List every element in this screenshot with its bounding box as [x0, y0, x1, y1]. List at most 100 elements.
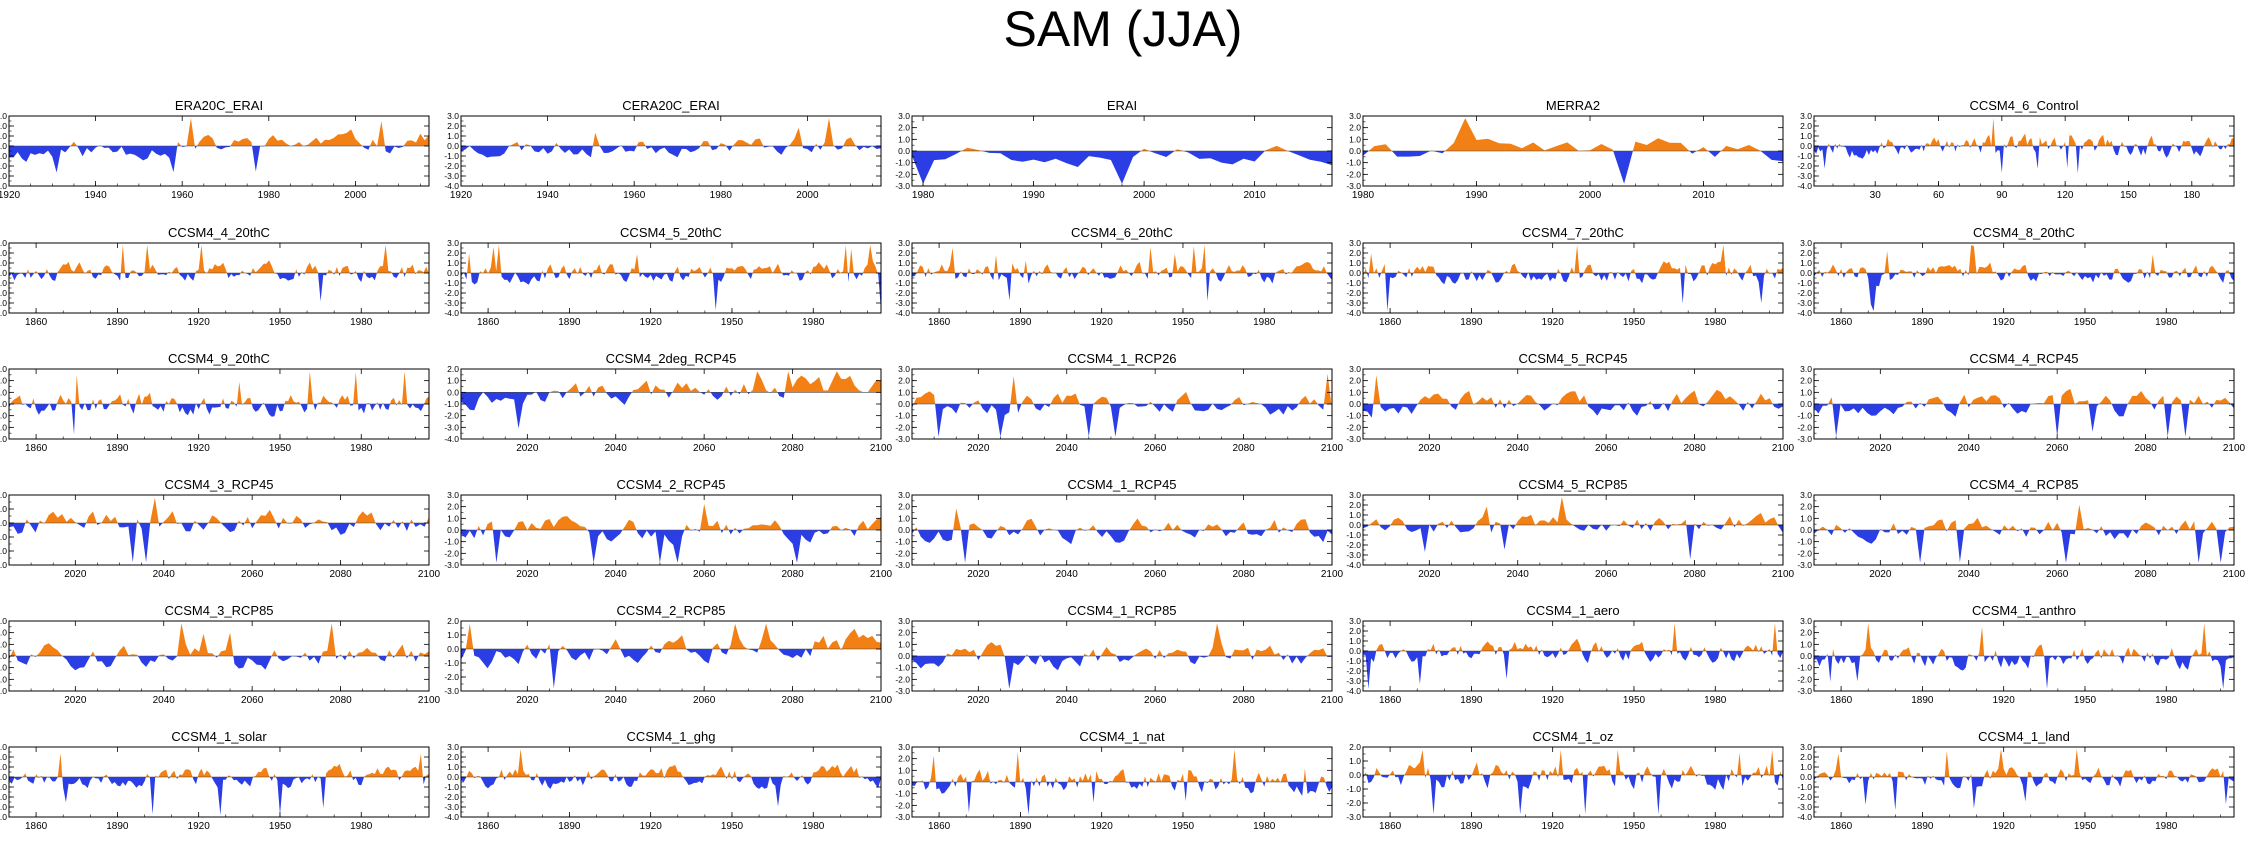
y-tick-label: 0.0	[447, 772, 459, 782]
y-tick-label: 2.0	[1800, 502, 1812, 512]
x-tick-label: 2080	[1683, 569, 1706, 580]
y-tick-label: 0.0	[1349, 146, 1361, 156]
panel-title: CCSM4_1_solar	[171, 729, 267, 744]
y-tick-label: 3.0	[898, 364, 910, 374]
x-tick-label: 2040	[605, 569, 628, 580]
panel-ccsm4-5-rcp85: CCSM4_5_RCP85 3.02.01.00.0-1.0-2.0-3.0-4.…	[1346, 477, 1794, 580]
y-tick-label: 1.0	[1349, 134, 1361, 144]
panel-title: CCSM4_1_nat	[1079, 729, 1165, 744]
x-tick-label: 2040	[1507, 569, 1530, 580]
negative-area	[912, 404, 1332, 437]
positive-area	[1814, 245, 2234, 273]
positive-area	[1814, 504, 2234, 530]
x-tick-label: 2100	[2223, 443, 2246, 454]
panel-title: CCSM4_1_RCP26	[1067, 351, 1176, 366]
y-tick-label: -2.0	[444, 411, 459, 421]
y-tick-label: 1.0	[0, 387, 7, 397]
y-tick-label: 0.0	[898, 777, 910, 787]
x-tick-label: 2020	[1418, 569, 1441, 580]
x-tick-label: 1950	[1172, 317, 1195, 328]
y-tick-label: 0.0	[1800, 268, 1812, 278]
y-tick-label: 3.0	[1349, 364, 1361, 374]
y-tick-label: 1.0	[898, 134, 910, 144]
x-tick-label: 1950	[2074, 821, 2097, 832]
y-tick-label: 0.0	[0, 772, 7, 782]
panel-ccsm4-1-rcp85: CCSM4_1_RCP85 3.0 2.01.0 0.0 -1.0-2.0 -3.0 202…	[895, 603, 1343, 706]
y-tick-label: 0.0	[1349, 520, 1361, 530]
panel-ccsm4-5-rcp45: CCSM4_5_RCP45 3.0 2.01.0 0.0 -1.0-2.0 -3.0 202…	[1346, 351, 1794, 454]
positive-area	[1814, 623, 2234, 656]
x-tick-label: 1940	[536, 190, 559, 201]
x-tick-label: 1980	[802, 317, 825, 328]
y-tick-label: 3.0	[447, 111, 459, 121]
panel-title: CCSM4_6_20thC	[1071, 225, 1173, 240]
y-tick-label: -2.0	[0, 546, 7, 556]
x-tick-label: 2020	[967, 569, 990, 580]
positive-area	[9, 245, 429, 273]
x-tick-label: 2100	[1321, 695, 1344, 706]
negative-area	[1363, 273, 1783, 311]
x-tick-label: 2060	[693, 695, 716, 706]
y-tick-label: -4.0	[0, 308, 7, 318]
x-tick-label: 90	[1996, 190, 2008, 201]
panel-ccsm4-9-20thc: CCSM4_9_20thC 3.0 2.01.0 0.0 -1.0-2.0 -3.0 186…	[0, 351, 430, 454]
y-tick-label: -4.0	[444, 812, 459, 822]
panel-title: CCSM4_8_20thC	[1973, 225, 2075, 240]
panel-title: CCSM4_1_aero	[1526, 603, 1619, 618]
x-tick-label: 1920	[188, 443, 211, 454]
y-tick-label: 1.0	[898, 258, 910, 268]
y-tick-label: -3.0	[1346, 676, 1361, 686]
positive-area	[461, 623, 881, 649]
y-tick-label: 2.0	[1349, 123, 1361, 133]
negative-area	[9, 404, 429, 435]
y-tick-label: -3.0	[895, 181, 910, 191]
negative-area	[461, 777, 881, 807]
y-tick-label: -2.0	[1797, 792, 1812, 802]
plot-frame	[911, 242, 1333, 314]
y-tick-label: -1.0	[444, 782, 459, 792]
y-tick-label: 0.0	[1349, 399, 1361, 409]
panel-ccsm4-1-anthro: CCSM4_1_anthro 3.0 2.01.0 0.0 -1.0-2.0 -3.0 18…	[1797, 603, 2235, 706]
y-tick-label: -3.0	[1797, 298, 1812, 308]
x-tick-label: 1890	[1460, 317, 1483, 328]
x-tick-label: 1890	[1911, 821, 1934, 832]
x-tick-label: 1920	[1993, 695, 2016, 706]
y-tick-label: -2.0	[0, 288, 7, 298]
y-tick-label: -2.0	[0, 674, 7, 684]
y-tick-label: 0.0	[447, 644, 459, 654]
y-tick-label: -4.0	[444, 308, 459, 318]
x-tick-label: 1950	[269, 317, 292, 328]
x-tick-label: 2040	[1958, 443, 1981, 454]
y-tick-label: -4.0	[1797, 812, 1812, 822]
y-tick-label: 3.0	[1800, 238, 1812, 248]
y-tick-label: -1.0	[444, 151, 459, 161]
y-tick-label: -3.0	[895, 560, 910, 570]
y-tick-label: 2.0	[447, 364, 459, 374]
y-tick-label: -1.0	[0, 782, 7, 792]
x-tick-label: 120	[2057, 190, 2074, 201]
y-tick-label: 1.0	[898, 513, 910, 523]
x-tick-label: 1860	[25, 821, 48, 832]
negative-area	[1814, 777, 2234, 811]
y-tick-label: 3.0	[447, 238, 459, 248]
positive-area	[1363, 245, 1783, 273]
panel-ccsm4-2-rcp45: CCSM4_2_RCP45 3.0 2.01.0 0.0 -1.0-2.0 -3.0 202…	[444, 477, 892, 580]
y-tick-label: 1.0	[0, 762, 7, 772]
x-tick-label: 2060	[241, 695, 264, 706]
positive-area	[1363, 375, 1783, 404]
x-tick-label: 2020	[967, 695, 990, 706]
y-tick-label: 1.0	[0, 131, 7, 141]
y-tick-label: 0.0	[447, 141, 459, 151]
negative-area	[912, 656, 1332, 689]
y-tick-label: 0.0	[898, 651, 910, 661]
x-tick-label: 2060	[1595, 569, 1618, 580]
x-tick-label: 1950	[1623, 821, 1646, 832]
x-tick-label: 1950	[1623, 317, 1646, 328]
x-tick-label: 1980	[350, 317, 373, 328]
x-tick-label: 1980	[912, 190, 935, 201]
positive-area	[912, 145, 1332, 151]
y-tick-label: -2.0	[895, 422, 910, 432]
x-tick-label: 2080	[781, 443, 804, 454]
